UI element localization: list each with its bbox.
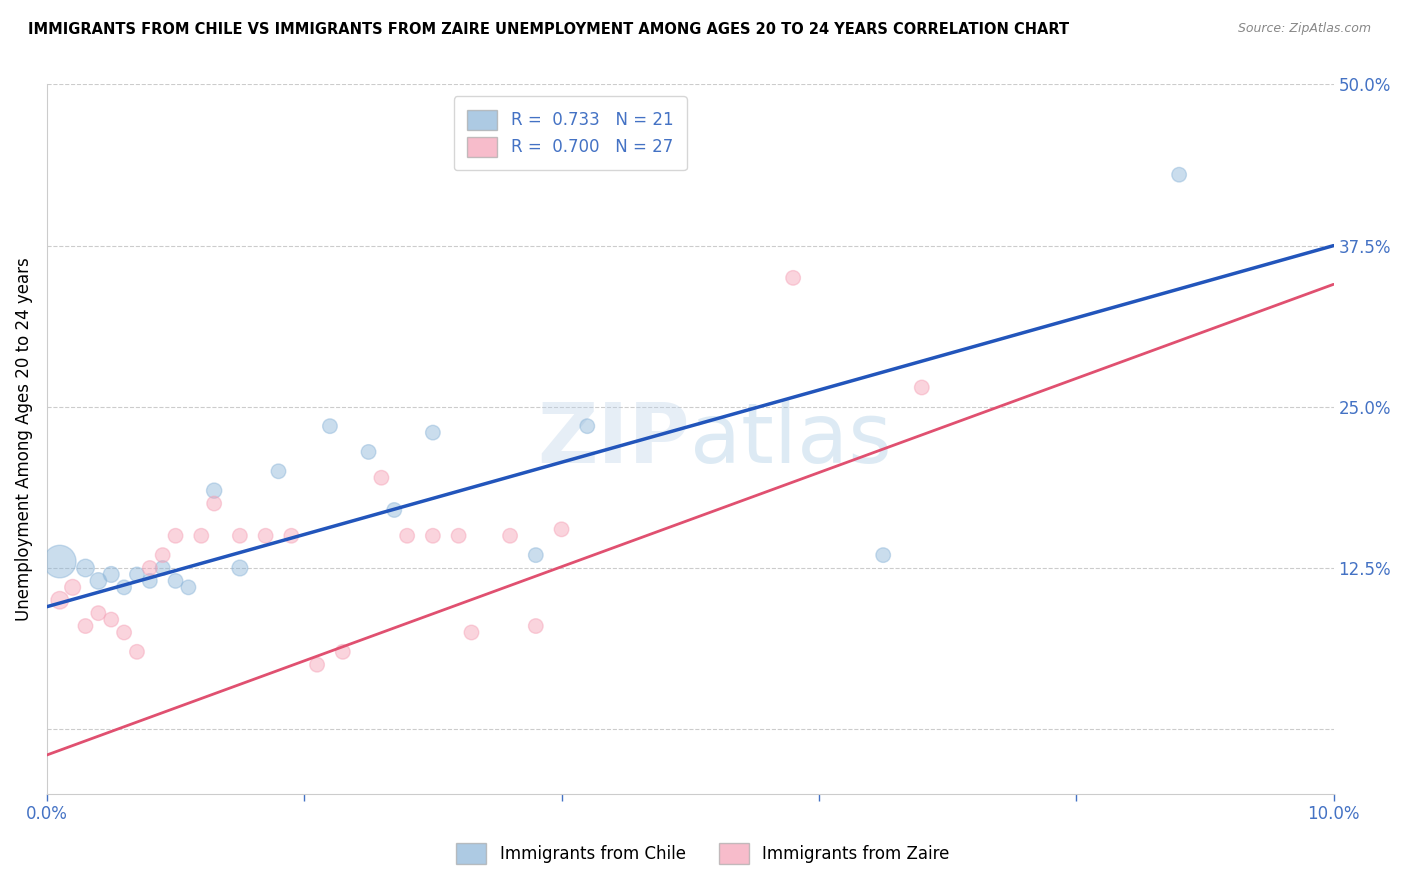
- Point: [49, 555, 72, 569]
- Point: [177, 580, 200, 594]
- Point: [499, 529, 522, 543]
- Text: atlas: atlas: [690, 399, 891, 480]
- Point: [576, 419, 599, 434]
- Point: [139, 561, 162, 575]
- Point: [190, 529, 212, 543]
- Point: [100, 567, 122, 582]
- Point: [422, 529, 444, 543]
- Y-axis label: Unemployment Among Ages 20 to 24 years: Unemployment Among Ages 20 to 24 years: [15, 257, 32, 621]
- Point: [550, 522, 572, 536]
- Point: [382, 503, 405, 517]
- Legend: Immigrants from Chile, Immigrants from Zaire: Immigrants from Chile, Immigrants from Z…: [450, 837, 956, 871]
- Point: [370, 471, 392, 485]
- Legend: R =  0.733   N = 21, R =  0.700   N = 27: R = 0.733 N = 21, R = 0.700 N = 27: [454, 96, 686, 170]
- Point: [75, 561, 97, 575]
- Point: [229, 561, 252, 575]
- Point: [447, 529, 470, 543]
- Point: [87, 574, 110, 588]
- Point: [75, 619, 97, 633]
- Point: [319, 419, 342, 434]
- Point: [112, 580, 135, 594]
- Point: [202, 496, 225, 510]
- Point: [229, 529, 252, 543]
- Text: Source: ZipAtlas.com: Source: ZipAtlas.com: [1237, 22, 1371, 36]
- Point: [307, 657, 329, 672]
- Point: [165, 574, 187, 588]
- Text: IMMIGRANTS FROM CHILE VS IMMIGRANTS FROM ZAIRE UNEMPLOYMENT AMONG AGES 20 TO 24 : IMMIGRANTS FROM CHILE VS IMMIGRANTS FROM…: [28, 22, 1069, 37]
- Point: [139, 574, 162, 588]
- Point: [62, 580, 84, 594]
- Point: [152, 561, 174, 575]
- Point: [100, 613, 122, 627]
- Point: [422, 425, 444, 440]
- Point: [1168, 168, 1191, 182]
- Point: [165, 529, 187, 543]
- Point: [49, 593, 72, 607]
- Point: [87, 606, 110, 620]
- Point: [152, 548, 174, 562]
- Point: [524, 619, 547, 633]
- Point: [267, 464, 290, 478]
- Point: [280, 529, 302, 543]
- Point: [911, 380, 934, 394]
- Point: [460, 625, 482, 640]
- Point: [396, 529, 419, 543]
- Point: [112, 625, 135, 640]
- Point: [202, 483, 225, 498]
- Point: [125, 567, 148, 582]
- Point: [332, 645, 354, 659]
- Point: [357, 445, 380, 459]
- Point: [254, 529, 277, 543]
- Point: [125, 645, 148, 659]
- Point: [782, 271, 804, 285]
- Text: ZIP: ZIP: [537, 399, 690, 480]
- Point: [872, 548, 894, 562]
- Point: [524, 548, 547, 562]
